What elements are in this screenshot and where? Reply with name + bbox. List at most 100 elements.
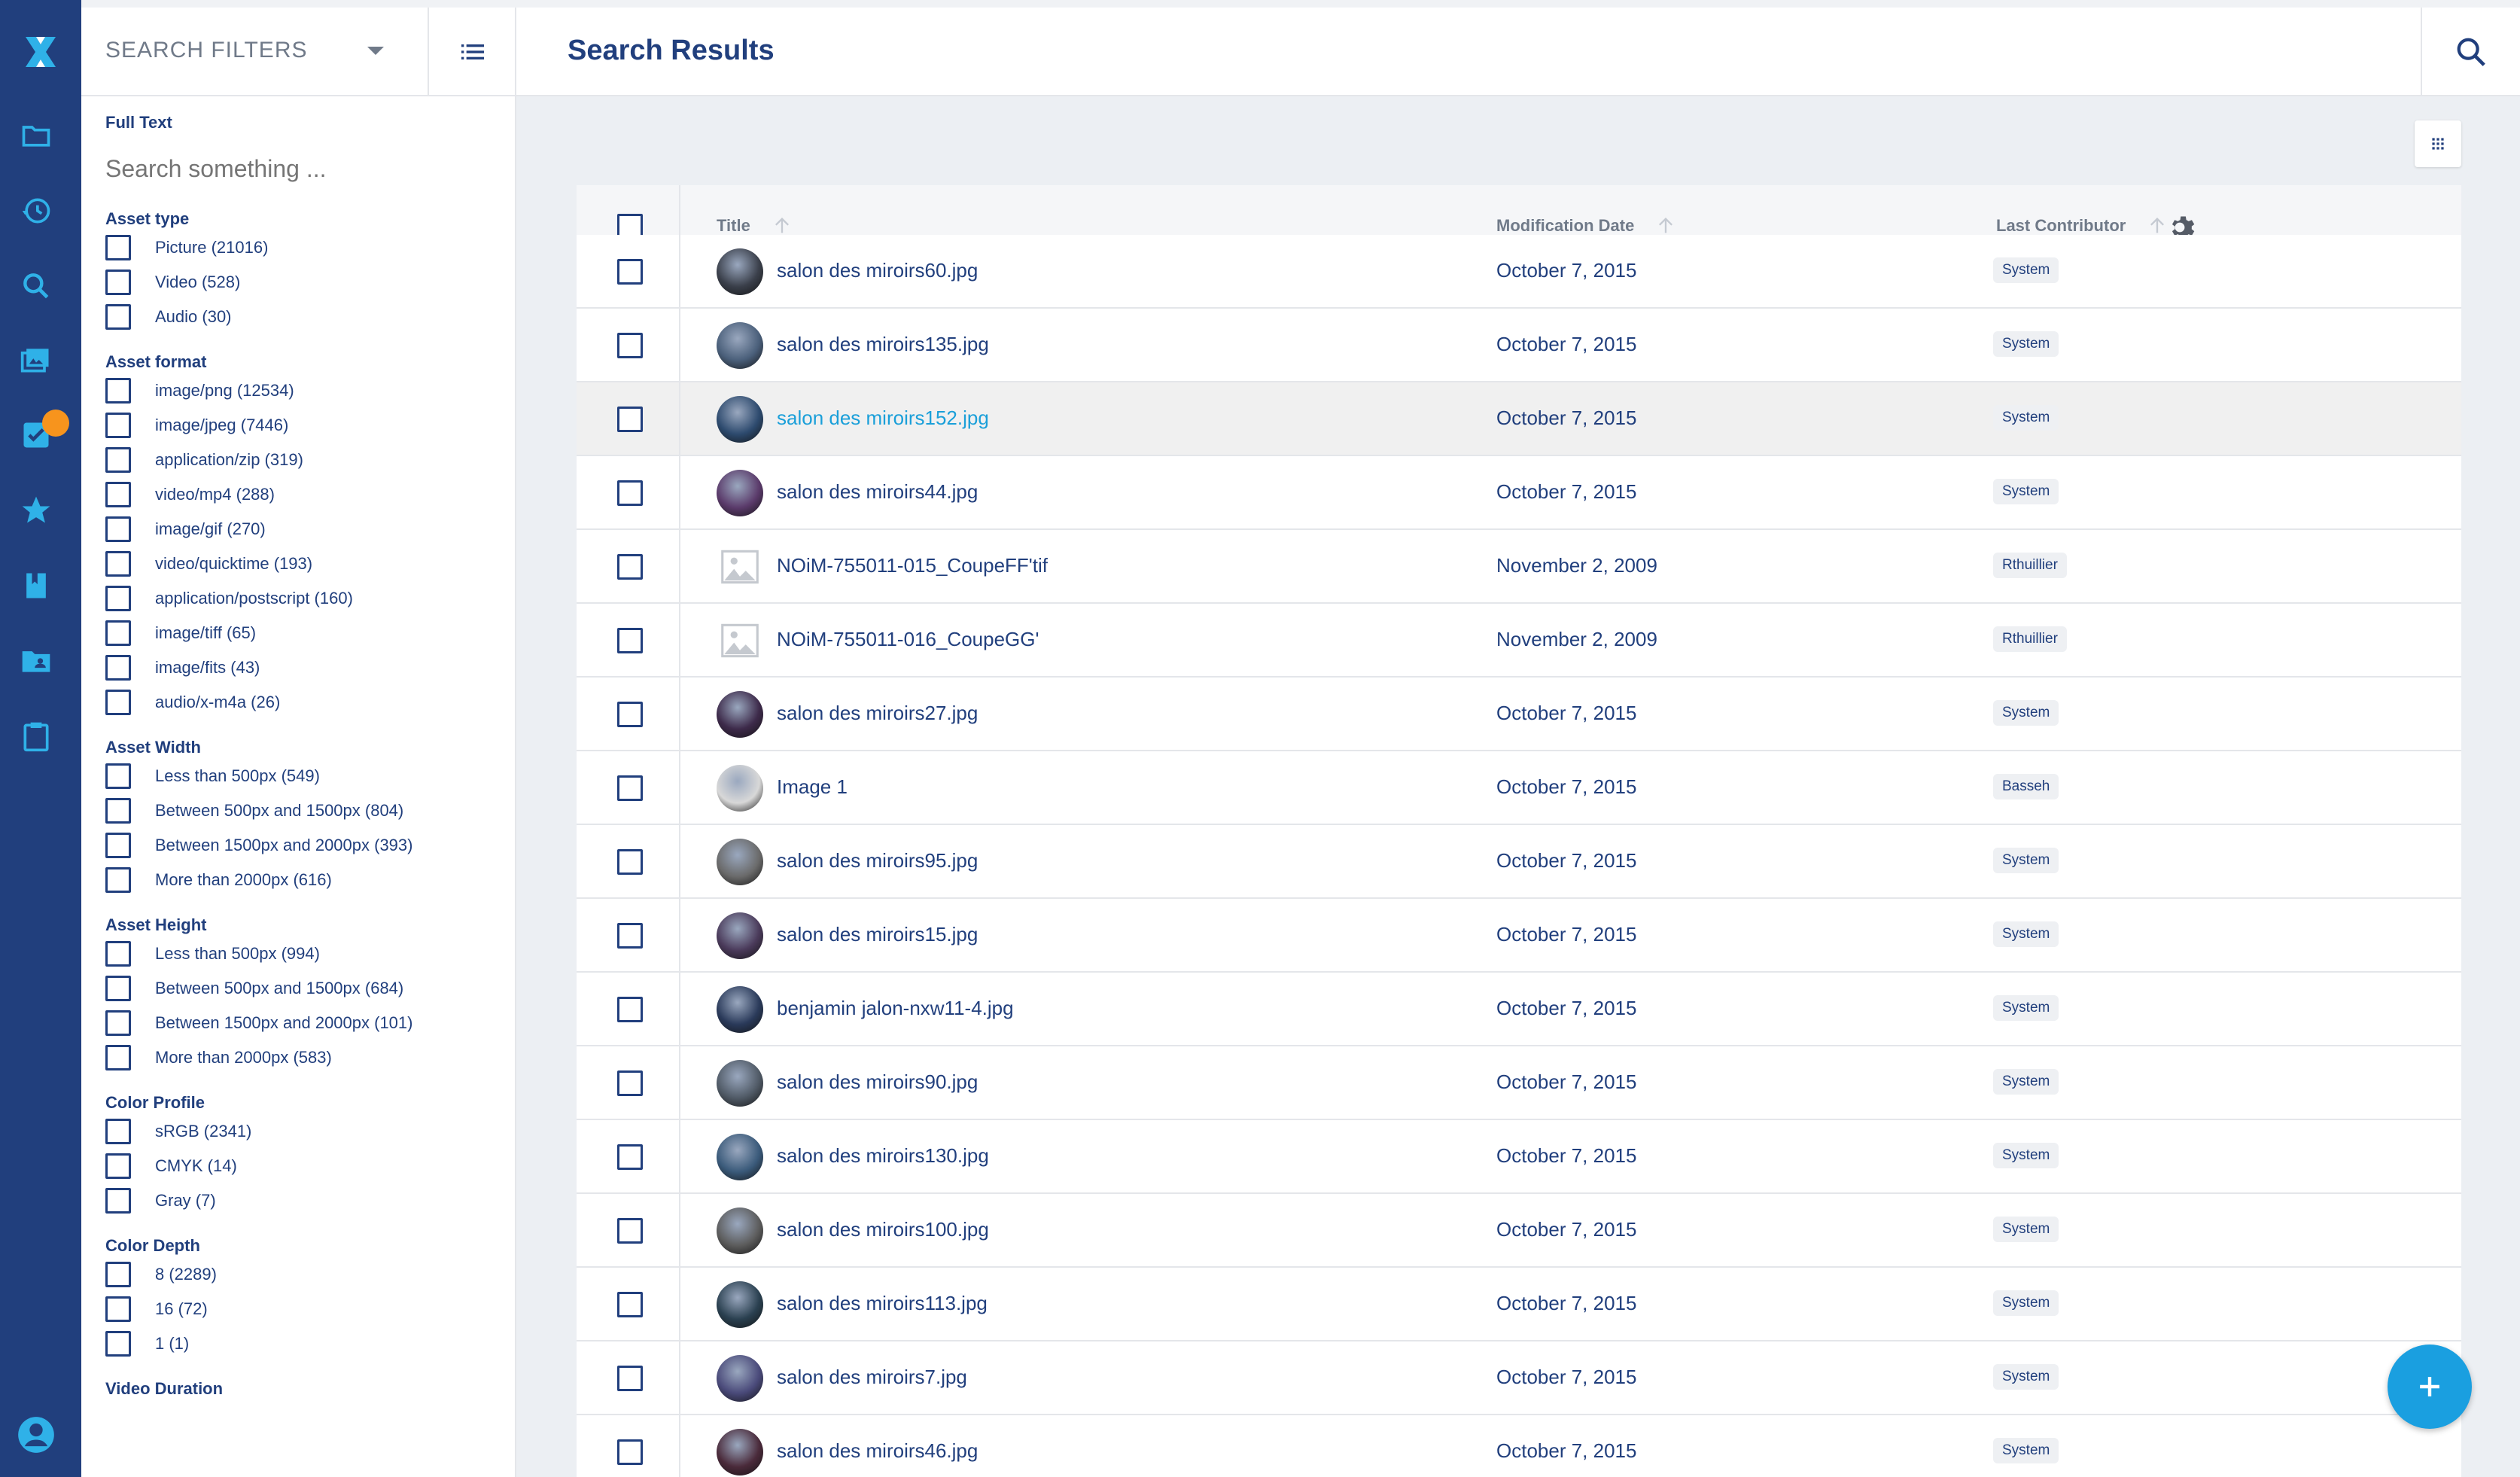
asset-thumbnail[interactable] (717, 765, 763, 812)
asset-title-link[interactable]: salon des miroirs130.jpg (777, 1144, 989, 1167)
user-icon[interactable] (17, 1415, 56, 1454)
filter-option[interactable]: sRGB (2341) (105, 1114, 497, 1149)
asset-thumbnail[interactable] (717, 322, 763, 369)
asset-thumbnail[interactable] (717, 396, 763, 443)
history-icon[interactable] (20, 194, 53, 227)
row-checkbox[interactable] (617, 333, 643, 358)
contributor-chip[interactable]: System (1993, 700, 2059, 726)
filter-checkbox[interactable] (105, 867, 131, 893)
asset-title-link[interactable]: NOiM-755011-015_CoupeFF'tif (777, 554, 1048, 577)
asset-title-link[interactable]: Image 1 (777, 775, 848, 798)
asset-thumbnail[interactable] (717, 544, 763, 590)
filter-option[interactable]: 8 (2289) (105, 1257, 497, 1292)
asset-title-link[interactable]: benjamin jalon-nxw11-4.jpg (777, 997, 1014, 1019)
row-checkbox[interactable] (617, 1144, 643, 1170)
table-row[interactable]: salon des miroirs135.jpg October 7, 2015 S… (577, 309, 2461, 382)
add-button[interactable] (2388, 1345, 2472, 1429)
contributor-chip[interactable]: System (1993, 1290, 2059, 1316)
shared-folder-icon[interactable] (20, 644, 53, 678)
filter-option[interactable]: 16 (72) (105, 1292, 497, 1326)
filter-checkbox[interactable] (105, 270, 131, 295)
filter-option[interactable]: Less than 500px (994) (105, 936, 497, 971)
filter-option[interactable]: image/png (12534) (105, 373, 497, 408)
app-logo[interactable] (0, 8, 81, 96)
tasks-icon[interactable] (20, 419, 53, 452)
filter-option[interactable]: Picture (21016) (105, 230, 497, 265)
filter-checkbox[interactable] (105, 586, 131, 611)
asset-title-link[interactable]: salon des miroirs27.jpg (777, 702, 978, 724)
filter-checkbox[interactable] (105, 482, 131, 507)
table-row[interactable]: salon des miroirs95.jpg October 7, 2015 Sy… (577, 825, 2461, 899)
filter-checkbox[interactable] (105, 235, 131, 260)
asset-thumbnail[interactable] (717, 1429, 763, 1475)
filter-checkbox[interactable] (105, 976, 131, 1001)
filter-checkbox[interactable] (105, 1188, 131, 1214)
filter-checkbox[interactable] (105, 516, 131, 542)
filter-checkbox[interactable] (105, 1010, 131, 1036)
filter-checkbox[interactable] (105, 447, 131, 473)
search-button[interactable] (2421, 8, 2520, 96)
contributor-chip[interactable]: Basseh (1993, 774, 2059, 799)
filter-checkbox[interactable] (105, 1262, 131, 1287)
column-last-contributor[interactable]: Last Contributor (1996, 215, 2168, 236)
filter-option[interactable]: More than 2000px (616) (105, 863, 497, 897)
filter-checkbox[interactable] (105, 378, 131, 404)
asset-thumbnail[interactable] (717, 617, 763, 664)
row-checkbox[interactable] (617, 1439, 643, 1465)
filter-option[interactable]: image/gif (270) (105, 512, 497, 547)
row-checkbox[interactable] (617, 259, 643, 285)
row-checkbox[interactable] (617, 997, 643, 1022)
filter-option[interactable]: Less than 500px (549) (105, 759, 497, 793)
filter-checkbox[interactable] (105, 1153, 131, 1179)
filter-checkbox[interactable] (105, 1331, 131, 1357)
filter-checkbox[interactable] (105, 1045, 131, 1070)
table-row[interactable]: salon des miroirs44.jpg October 7, 2015 Sy… (577, 456, 2461, 530)
asset-thumbnail[interactable] (717, 1207, 763, 1254)
contributor-chip[interactable]: System (1993, 331, 2059, 357)
table-row[interactable]: salon des miroirs130.jpg October 7, 2015 S… (577, 1120, 2461, 1194)
asset-title-link[interactable]: salon des miroirs135.jpg (777, 333, 989, 355)
contributor-chip[interactable]: Rthuillier (1993, 553, 2067, 578)
filter-option[interactable]: Between 1500px and 2000px (101) (105, 1006, 497, 1040)
table-row[interactable]: salon des miroirs7.jpg October 7, 2015 Sys… (577, 1341, 2461, 1415)
clipboard-icon[interactable] (20, 720, 53, 753)
asset-thumbnail[interactable] (717, 1281, 763, 1328)
filter-checkbox[interactable] (105, 413, 131, 438)
row-checkbox[interactable] (617, 923, 643, 949)
search-icon[interactable] (20, 270, 53, 303)
filter-option[interactable]: image/tiff (65) (105, 616, 497, 650)
row-checkbox[interactable] (617, 775, 643, 801)
column-settings-button[interactable] (2163, 211, 2196, 248)
asset-thumbnail[interactable] (717, 1060, 763, 1107)
asset-thumbnail[interactable] (717, 691, 763, 738)
filters-title[interactable]: SEARCH FILTERS (105, 38, 308, 62)
filter-option[interactable]: Gray (7) (105, 1183, 497, 1218)
asset-thumbnail[interactable] (717, 1134, 763, 1180)
filter-checkbox[interactable] (105, 833, 131, 858)
filter-checkbox[interactable] (105, 1119, 131, 1144)
row-checkbox[interactable] (617, 1292, 643, 1317)
filter-option[interactable]: Between 500px and 1500px (684) (105, 971, 497, 1006)
row-checkbox[interactable] (617, 1366, 643, 1391)
filter-option[interactable]: Between 1500px and 2000px (393) (105, 828, 497, 863)
asset-title-link[interactable]: salon des miroirs100.jpg (777, 1218, 989, 1241)
contributor-chip[interactable]: System (1993, 848, 2059, 873)
filter-checkbox[interactable] (105, 690, 131, 715)
filter-checkbox[interactable] (105, 763, 131, 789)
row-checkbox[interactable] (617, 628, 643, 653)
table-row[interactable]: salon des miroirs113.jpg October 7, 2015 S… (577, 1268, 2461, 1341)
filter-option[interactable]: video/mp4 (288) (105, 477, 497, 512)
filter-checkbox[interactable] (105, 551, 131, 577)
chevron-down-icon[interactable] (367, 47, 384, 55)
table-row[interactable]: salon des miroirs100.jpg October 7, 2015 S… (577, 1194, 2461, 1268)
filter-option[interactable]: Between 500px and 1500px (804) (105, 793, 497, 828)
table-row[interactable]: NOiM-755011-015_CoupeFF'tif November 2, 2… (577, 530, 2461, 604)
filter-option[interactable]: More than 2000px (583) (105, 1040, 497, 1075)
table-row[interactable]: salon des miroirs27.jpg October 7, 2015 Sy… (577, 678, 2461, 751)
filter-option[interactable]: image/fits (43) (105, 650, 497, 685)
table-row[interactable]: Image 1 October 7, 2015 Basseh (577, 751, 2461, 825)
filter-checkbox[interactable] (105, 620, 131, 646)
asset-thumbnail[interactable] (717, 248, 763, 295)
filter-option[interactable]: application/postscript (160) (105, 581, 497, 616)
row-checkbox[interactable] (617, 702, 643, 727)
